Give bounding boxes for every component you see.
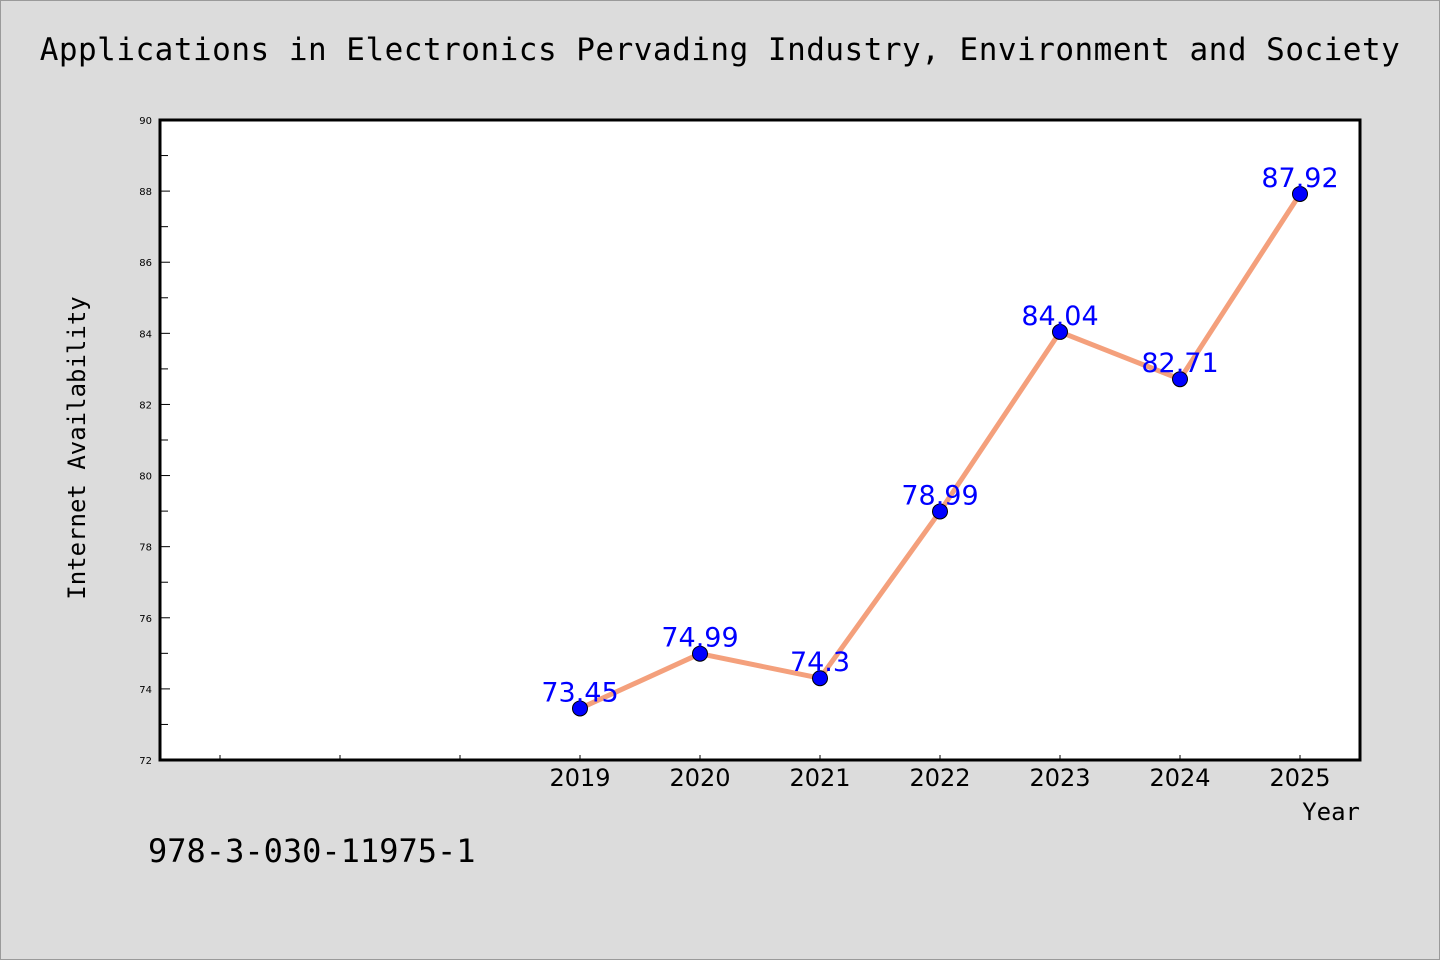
y-tick-label: 88 [139, 187, 152, 198]
data-point [932, 503, 948, 520]
series-markers [572, 185, 1308, 717]
data-point [812, 670, 828, 687]
y-tick-label: 84 [139, 329, 152, 340]
y-tick-label: 72 [139, 756, 152, 767]
y-tick-label: 82 [139, 400, 152, 411]
x-tick-label: 2021 [789, 764, 850, 792]
data-labels: 73.45 74.99 74.3 78.99 84.04 82.71 87.92 [541, 163, 1338, 708]
data-label: 74.99 [661, 623, 738, 654]
plot-border [158, 118, 1362, 762]
x-tick-label: 2020 [669, 764, 730, 792]
data-label: 87.92 [1261, 163, 1338, 194]
data-label: 78.99 [901, 480, 978, 511]
y-tick-label: 74 [139, 685, 152, 696]
chart-title: Applications in Electronics Pervading In… [39, 32, 1401, 68]
x-tick-label: 2023 [1029, 764, 1090, 792]
data-label: 74.3 [790, 647, 850, 678]
data-label: 82.71 [1141, 348, 1218, 379]
data-point [1172, 371, 1188, 388]
y-axis-label: Internet Availability [63, 296, 91, 599]
footer-code: 978-3-030-11975-1 [148, 832, 476, 870]
y-tick-label: 78 [139, 543, 152, 554]
y-tick-label: 90 [139, 116, 152, 127]
x-tick-label: 2024 [1149, 764, 1210, 792]
data-point [1292, 185, 1308, 202]
data-label: 73.45 [541, 677, 618, 708]
plot-area [160, 120, 1360, 760]
y-tick-label: 86 [139, 258, 152, 269]
y-tick-label: 80 [139, 472, 152, 483]
data-point [572, 700, 588, 717]
data-point [1052, 323, 1068, 340]
x-tick-label: 2025 [1269, 764, 1330, 792]
x-axis-label: Year [1302, 798, 1360, 826]
x-tick-label: 2022 [909, 764, 970, 792]
data-label: 84.04 [1021, 301, 1098, 332]
x-axis-ticks: 2019 2020 2021 2022 2023 2024 2025 [219, 755, 1331, 792]
data-point [692, 645, 708, 662]
y-tick-label: 76 [139, 614, 152, 625]
x-tick-label: 2019 [549, 764, 610, 792]
